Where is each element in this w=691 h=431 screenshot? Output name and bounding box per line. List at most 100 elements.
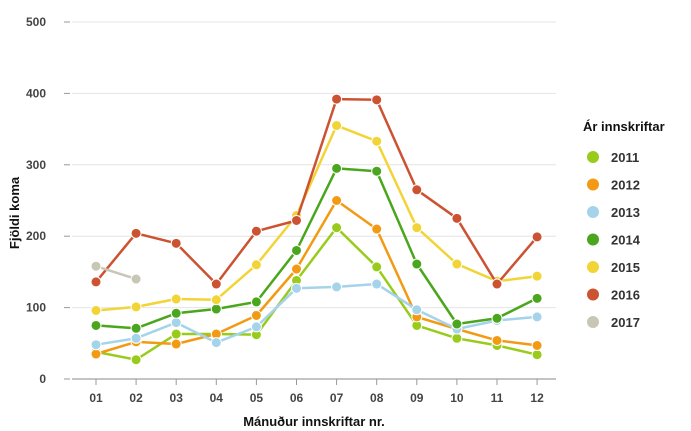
data-point-2012-11[interactable] <box>491 334 503 346</box>
data-point-2015-07[interactable] <box>331 120 343 132</box>
series-2011 <box>90 222 543 366</box>
data-point-2014-03[interactable] <box>170 307 182 319</box>
data-point-2012-01[interactable] <box>90 348 102 360</box>
data-point-2012-08[interactable] <box>371 223 383 235</box>
data-point-2016-03[interactable] <box>170 237 182 249</box>
series-2014 <box>90 162 543 334</box>
series-2012 <box>90 195 543 360</box>
legend-swatch-2016 <box>587 288 599 301</box>
data-point-2016-08[interactable] <box>371 94 383 106</box>
data-point-2014-09[interactable] <box>411 258 423 270</box>
legend-title: Ár innskriftar <box>583 119 665 134</box>
data-point-2012-03[interactable] <box>170 338 182 350</box>
legend-swatch-2014 <box>587 233 599 246</box>
data-point-2016-11[interactable] <box>491 278 503 290</box>
series-line-2017 <box>95 265 137 281</box>
data-point-2014-02[interactable] <box>130 322 142 334</box>
x-tick-label: 09 <box>410 391 424 405</box>
data-point-2017-01[interactable] <box>90 260 102 272</box>
x-tick-label: 04 <box>210 391 224 405</box>
series-line-2013 <box>95 282 538 346</box>
series-group <box>90 93 543 366</box>
legend-item-2017[interactable]: 2017 <box>587 315 640 330</box>
data-point-2013-09[interactable] <box>411 304 423 316</box>
series-line-2015 <box>95 124 538 312</box>
data-point-2015-02[interactable] <box>130 301 142 313</box>
data-point-2016-06[interactable] <box>291 214 302 226</box>
legend-item-2016[interactable]: 2016 <box>587 288 640 303</box>
data-point-2011-03[interactable] <box>170 328 182 340</box>
legend-label-2013: 2013 <box>611 205 640 220</box>
data-point-2013-07[interactable] <box>331 281 343 293</box>
data-point-2013-08[interactable] <box>371 278 383 290</box>
data-point-2016-07[interactable] <box>331 93 343 105</box>
data-point-2015-12[interactable] <box>531 270 543 282</box>
data-point-2014-01[interactable] <box>90 319 102 331</box>
data-point-2015-08[interactable] <box>371 135 383 147</box>
data-point-2011-02[interactable] <box>130 354 142 366</box>
data-point-2016-05[interactable] <box>250 225 262 237</box>
legend-item-2015[interactable]: 2015 <box>587 260 640 275</box>
data-point-2016-12[interactable] <box>531 231 543 243</box>
data-point-2012-07[interactable] <box>331 195 343 206</box>
legend-item-2013[interactable]: 2013 <box>587 205 640 220</box>
x-tick-label: 03 <box>170 391 184 405</box>
series-2015 <box>90 120 543 316</box>
x-tick-label: 02 <box>129 391 143 405</box>
series-line-2012 <box>95 199 538 356</box>
y-tick-label: 500 <box>26 15 46 29</box>
data-point-2014-08[interactable] <box>371 165 383 177</box>
data-point-2015-04[interactable] <box>210 294 222 306</box>
data-point-2014-10[interactable] <box>451 318 463 330</box>
data-point-2015-10[interactable] <box>451 258 463 270</box>
data-point-2013-06[interactable] <box>291 282 302 294</box>
data-point-2014-07[interactable] <box>331 162 343 174</box>
data-point-2013-04[interactable] <box>210 337 222 349</box>
data-point-2013-12[interactable] <box>531 311 543 323</box>
series-2017 <box>90 260 142 285</box>
data-point-2013-05[interactable] <box>250 321 262 333</box>
data-point-2014-06[interactable] <box>291 244 302 256</box>
data-point-2012-06[interactable] <box>291 263 302 275</box>
data-point-2016-10[interactable] <box>451 212 463 224</box>
data-point-2011-10[interactable] <box>451 332 463 344</box>
data-point-2011-07[interactable] <box>331 222 343 234</box>
data-point-2014-04[interactable] <box>210 303 222 315</box>
y-tick-label: 100 <box>26 301 46 315</box>
data-point-2015-05[interactable] <box>250 259 262 271</box>
y-tick-label: 300 <box>26 158 46 172</box>
data-point-2012-12[interactable] <box>531 339 543 351</box>
x-tick-label: 10 <box>450 391 464 405</box>
legend-item-2012[interactable]: 2012 <box>587 178 640 193</box>
data-point-2017-02[interactable] <box>130 273 142 285</box>
data-point-2015-03[interactable] <box>170 293 182 305</box>
legend-swatch-2013 <box>587 206 599 218</box>
legend-label-2012: 2012 <box>611 178 640 193</box>
data-point-2016-04[interactable] <box>210 278 222 290</box>
legend-item-2014[interactable]: 2014 <box>587 233 641 248</box>
data-point-2013-02[interactable] <box>130 332 142 344</box>
data-point-2013-01[interactable] <box>90 339 102 351</box>
x-tick-label: 07 <box>330 391 344 405</box>
data-point-2014-12[interactable] <box>531 292 543 304</box>
data-point-2016-01[interactable] <box>90 276 102 288</box>
data-point-2014-11[interactable] <box>491 312 503 324</box>
data-point-2016-02[interactable] <box>130 227 142 239</box>
legend-swatch-2012 <box>587 178 599 191</box>
data-point-2011-12[interactable] <box>531 349 543 361</box>
data-point-2014-05[interactable] <box>250 296 262 308</box>
data-point-2013-03[interactable] <box>170 317 182 329</box>
data-point-2015-01[interactable] <box>90 304 102 316</box>
series-2013 <box>90 278 543 351</box>
data-point-2011-08[interactable] <box>371 261 383 273</box>
data-point-2012-05[interactable] <box>250 309 262 321</box>
x-tick-label: 06 <box>290 391 304 405</box>
legend-item-2011[interactable]: 2011 <box>587 150 639 165</box>
data-point-2015-09[interactable] <box>411 222 423 234</box>
x-tick-label: 05 <box>250 391 264 405</box>
data-point-2016-09[interactable] <box>411 184 423 196</box>
legend-swatch-2011 <box>587 151 599 163</box>
series-2016 <box>90 93 543 290</box>
